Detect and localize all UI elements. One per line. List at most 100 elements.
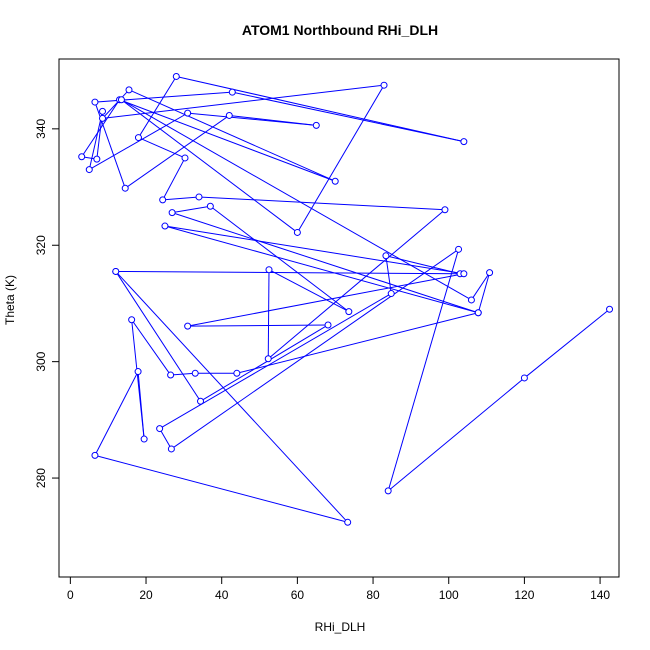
series-0-point-24 — [181, 154, 189, 162]
series-0-point-45 — [467, 296, 475, 304]
x-tick-label-120: 120 — [514, 588, 534, 602]
chart-title: ATOM1 Northbound RHi_DLH — [242, 22, 438, 38]
series-0-segment-47 — [236, 312, 479, 374]
series-0-point-53 — [134, 368, 142, 376]
series-0-point-7 — [382, 252, 390, 260]
series-0-segment-16 — [172, 205, 211, 214]
y-tick-label-320: 320 — [34, 235, 48, 255]
series-0-point-19 — [265, 266, 273, 274]
series-0-point-23 — [159, 196, 167, 204]
series-0-point-50 — [167, 371, 175, 379]
series-0-point-10 — [197, 397, 205, 405]
series-0-point-47 — [474, 309, 482, 317]
series-0-segment-43 — [121, 99, 298, 233]
series-0-point-46 — [486, 269, 494, 277]
series-0-segment-55 — [115, 271, 349, 523]
x-tick-label-100: 100 — [439, 588, 459, 602]
series-0-point-25 — [134, 134, 142, 142]
series-0-point-6 — [387, 290, 395, 298]
series-0-segment-53 — [94, 371, 139, 456]
series-0-segment-11 — [187, 324, 329, 327]
series-0-point-34 — [85, 166, 93, 174]
series-0-segment-30 — [124, 115, 230, 189]
series-0-segment-15 — [171, 212, 479, 314]
series-0-segment-0 — [524, 308, 610, 379]
x-axis-label: RHi_DLH — [315, 620, 366, 634]
x-tick-label-20: 20 — [139, 588, 153, 602]
series-0-segment-24 — [138, 137, 186, 159]
series-0-point-49 — [191, 369, 199, 377]
series-0-point-30 — [121, 184, 129, 192]
series-0-point-11 — [324, 321, 332, 329]
series-0-point-41 — [99, 114, 107, 122]
y-tick-label-340: 340 — [34, 119, 48, 139]
series-0-segment-54 — [94, 454, 348, 523]
x-tick-label-80: 80 — [366, 588, 380, 602]
series-0-point-48 — [233, 369, 241, 377]
series-0-point-14 — [161, 222, 169, 230]
series-0-segment-23 — [162, 157, 186, 201]
series-0-segment-1 — [387, 377, 525, 492]
series-0-point-1 — [520, 374, 528, 382]
series-0-point-0 — [606, 305, 614, 313]
series-0-point-44 — [117, 96, 125, 104]
series-0-segment-41 — [102, 84, 385, 119]
series-0-point-29 — [91, 98, 99, 106]
series-0-segment-8 — [115, 270, 461, 275]
series-0-point-55 — [344, 518, 352, 526]
series-0-point-36 — [93, 155, 101, 163]
series-0-point-26 — [172, 72, 180, 80]
series-0-segment-46 — [477, 272, 491, 313]
series-0-point-2 — [384, 487, 392, 495]
series-0-point-52 — [140, 435, 148, 443]
series-0-segment-33 — [89, 112, 188, 171]
x-tick-label-60: 60 — [291, 588, 305, 602]
series-0-point-5 — [156, 425, 164, 433]
x-tick-label-40: 40 — [215, 588, 229, 602]
series-0-segment-37 — [81, 99, 120, 158]
series-0-segment-18 — [268, 269, 350, 313]
series-0-point-3 — [455, 245, 463, 253]
series-0-point-42 — [380, 81, 388, 89]
series-0-point-56 — [112, 267, 120, 275]
series-0-point-35 — [99, 107, 107, 115]
series-0-point-32 — [312, 121, 320, 129]
series-0-segment-45 — [471, 272, 491, 301]
series-0-point-16 — [168, 209, 176, 217]
series-0-segment-2 — [387, 249, 460, 492]
series-0-point-51 — [128, 316, 136, 324]
series-0-segment-9 — [115, 271, 201, 402]
series-0-segment-10 — [200, 324, 329, 402]
series-0-point-18 — [345, 308, 353, 316]
series-0-segment-3 — [171, 248, 459, 450]
series-0-segment-26 — [176, 75, 464, 143]
series-0-segment-50 — [131, 319, 172, 376]
series-0-segment-22 — [162, 196, 200, 201]
series-0-point-20 — [264, 355, 272, 363]
series-0-point-37 — [78, 153, 86, 161]
series-0-point-13 — [460, 270, 468, 278]
series-0-point-28 — [228, 88, 236, 96]
series-0-segment-25 — [138, 76, 177, 138]
series-0-point-43 — [293, 228, 301, 236]
series-0-segment-38 — [119, 99, 336, 182]
series-0-segment-42 — [296, 84, 385, 233]
plot-layer: 0 20 40 60 80 100 120 140 280 300 320 340 — [34, 58, 620, 602]
series-0-segment-4 — [159, 428, 172, 450]
series-0-segment-32 — [187, 112, 317, 126]
series-0-point-21 — [441, 206, 449, 214]
series-0-point-31 — [225, 111, 233, 119]
series-0-segment-14 — [164, 225, 479, 314]
series-0-point-12 — [184, 322, 192, 330]
series-0-segment-19 — [267, 269, 270, 359]
series-0-point-33 — [184, 109, 192, 117]
series-0-segment-21 — [198, 196, 445, 211]
series-0-segment-20 — [267, 209, 446, 360]
y-tick-label-280: 280 — [34, 468, 48, 488]
series-0-segment-17 — [210, 205, 350, 312]
series-0-segment-27 — [232, 91, 464, 143]
series-0-point-22 — [195, 193, 203, 201]
series-0-segment-40 — [102, 89, 130, 119]
